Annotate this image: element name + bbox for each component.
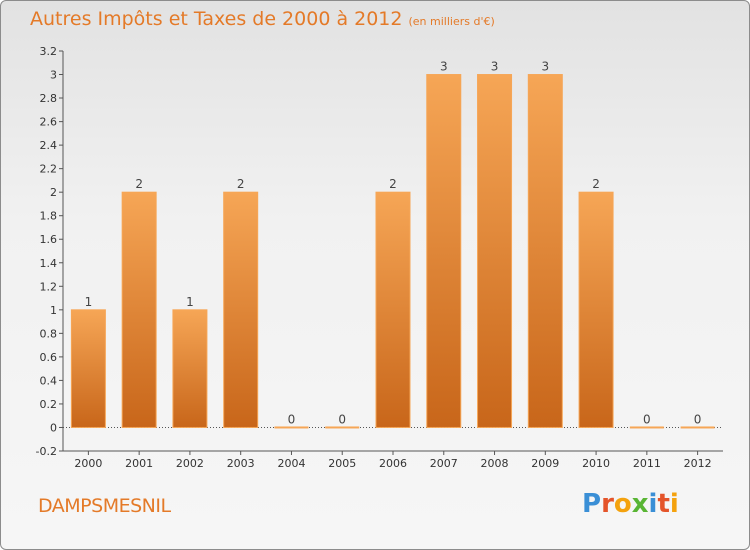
x-tick-label: 2011 xyxy=(633,457,661,470)
x-tick-label: 2002 xyxy=(176,457,204,470)
data-label: 0 xyxy=(694,412,702,426)
bar xyxy=(527,74,563,428)
bar xyxy=(223,191,259,428)
proxiti-logo: Proxiti xyxy=(582,489,679,519)
data-label: 2 xyxy=(389,177,397,191)
y-tick-label: 2 xyxy=(50,186,57,199)
logo-letter: o xyxy=(613,489,632,519)
y-tick-label: 1.4 xyxy=(40,257,58,270)
y-tick-label: 0.2 xyxy=(40,398,58,411)
x-tick-label: 2004 xyxy=(277,457,305,470)
x-tick-label: 2001 xyxy=(125,457,153,470)
logo-letter: x xyxy=(631,489,649,519)
x-tick-label: 2000 xyxy=(74,457,102,470)
y-tick-label: 3.2 xyxy=(40,45,58,58)
y-tick-label: 2.8 xyxy=(40,92,58,105)
y-tick-label: 2.6 xyxy=(40,116,58,129)
chart-unit-note: (en milliers d'€) xyxy=(408,15,495,28)
x-tick-label: 2010 xyxy=(582,457,610,470)
data-label: 2 xyxy=(135,177,143,191)
x-tick-label: 2007 xyxy=(430,457,458,470)
bar xyxy=(172,309,208,428)
bar xyxy=(426,74,462,428)
bar xyxy=(477,74,513,428)
x-tick-label: 2009 xyxy=(531,457,559,470)
x-tick-label: 2012 xyxy=(684,457,712,470)
logo-letter: t xyxy=(657,489,670,519)
commune-name: DAMPSMESNIL xyxy=(38,495,171,517)
y-tick-label: 0.8 xyxy=(40,327,58,340)
x-tick-label: 2003 xyxy=(227,457,255,470)
bar xyxy=(680,426,715,429)
y-tick-label: -0.2 xyxy=(36,445,57,458)
y-tick-label: 0.6 xyxy=(40,351,58,364)
chart-title-text: Autres Impôts et Taxes de 2000 à 2012 xyxy=(30,8,403,30)
bar xyxy=(325,426,360,429)
bar xyxy=(70,309,106,428)
x-tick-label: 2006 xyxy=(379,457,407,470)
logo-letter: i xyxy=(648,489,658,519)
data-label: 0 xyxy=(288,412,296,426)
data-label: 2 xyxy=(592,177,600,191)
data-label: 1 xyxy=(85,295,93,309)
chart-title: Autres Impôts et Taxes de 2000 à 2012 (en… xyxy=(30,8,495,30)
bar xyxy=(629,426,664,429)
data-label: 0 xyxy=(338,412,346,426)
y-tick-label: 1.2 xyxy=(40,280,58,293)
logo-letter: i xyxy=(669,489,679,519)
data-label: 1 xyxy=(186,295,194,309)
y-tick-label: 1.6 xyxy=(40,233,58,246)
x-tick-label: 2008 xyxy=(481,457,509,470)
bar xyxy=(121,191,157,428)
data-label: 3 xyxy=(440,60,448,74)
data-label: 3 xyxy=(541,60,549,74)
y-tick-label: 0.4 xyxy=(40,374,58,387)
data-label: 3 xyxy=(491,60,499,74)
y-tick-label: 1.8 xyxy=(40,210,58,223)
x-tick-label: 2005 xyxy=(328,457,356,470)
y-tick-label: 3 xyxy=(50,69,57,82)
y-tick-label: 2.2 xyxy=(40,163,58,176)
y-tick-label: 2.4 xyxy=(40,139,58,152)
y-tick-label: 0 xyxy=(50,421,57,434)
logo-letter: r xyxy=(601,489,614,519)
bar xyxy=(578,191,614,428)
bar xyxy=(375,191,411,428)
data-label: 2 xyxy=(237,177,245,191)
bar xyxy=(274,426,309,429)
data-label: 0 xyxy=(643,412,651,426)
logo-letter: P xyxy=(582,489,602,519)
y-tick-label: 1 xyxy=(50,304,57,317)
